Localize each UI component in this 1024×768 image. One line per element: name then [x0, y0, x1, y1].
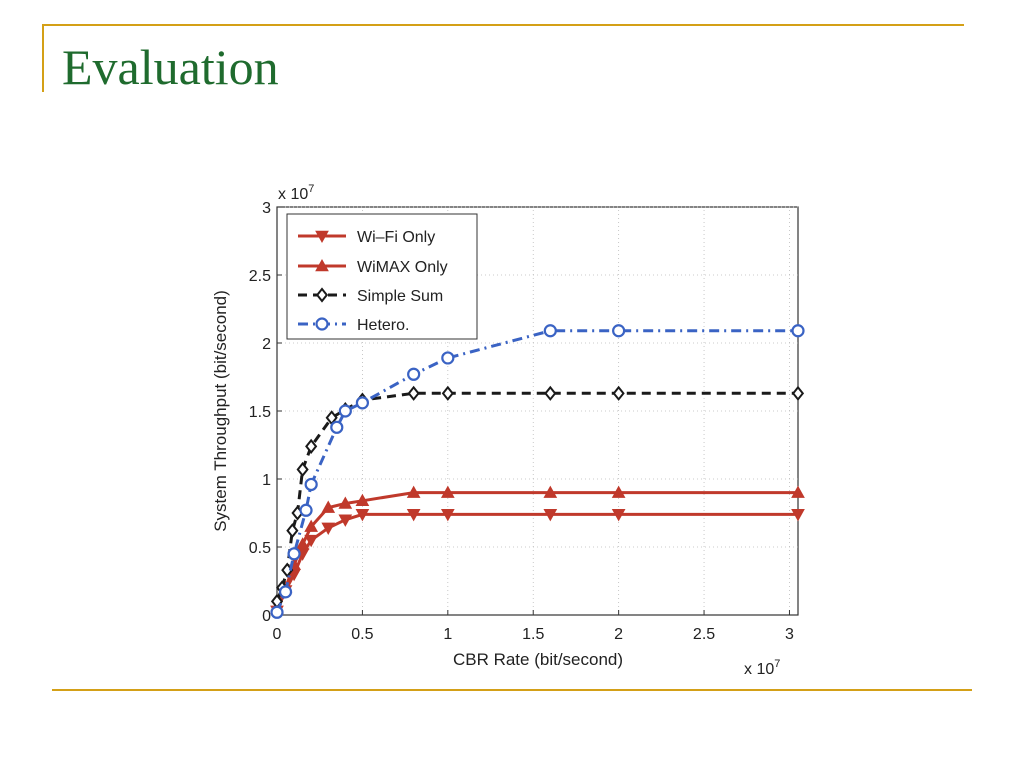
legend-label-wifi: Wi–Fi Only: [357, 229, 435, 246]
x-tick-label: 0.5: [351, 626, 373, 643]
x-tick-label: 1.5: [522, 626, 544, 643]
chart-ticks: 0 0.5 1 1.5 2 2.5 3 0 0.5 1 1.5 2 2.5 3: [249, 200, 794, 643]
data-point-wifi-only: [791, 509, 805, 522]
data-point-hetero: [338, 404, 352, 418]
data-point-simple-sum: [441, 385, 454, 401]
x-tick-label: 0: [273, 626, 282, 643]
y-tick-label: 2.5: [249, 268, 271, 285]
data-point-wimax-only: [338, 496, 353, 509]
data-point-hetero: [441, 351, 455, 365]
data-point-wimax-only: [355, 493, 370, 507]
data-point-hetero: [355, 396, 370, 410]
slide-accent-vertical-bar: [42, 24, 44, 92]
data-point-wimax-only: [295, 537, 310, 550]
legend-marker-hetero: [315, 317, 329, 331]
data-point-wifi-only: [355, 509, 370, 522]
x-tick-label: 1: [443, 626, 452, 643]
data-point-wimax-only: [791, 485, 805, 498]
chart-grid: [277, 206, 798, 615]
legend-swatches: [298, 230, 346, 331]
x-tick-label: 2: [614, 626, 623, 643]
data-point-simple-sum: [286, 523, 299, 539]
legend-label-simple-sum: Simple Sum: [357, 288, 443, 305]
data-point-wimax-only: [440, 485, 455, 498]
data-point-wifi-only: [440, 509, 455, 522]
data-point-wifi-only: [406, 509, 421, 522]
data-point-hetero: [791, 324, 805, 338]
data-point-wimax-only: [321, 500, 336, 513]
legend-marker-wimax-only: [315, 258, 329, 272]
x-axis-label: CBR Rate (bit/second): [453, 650, 623, 669]
legend-label-wimax: WiMAX Only: [357, 259, 448, 276]
data-point-hetero: [299, 503, 313, 517]
data-point-wimax-only: [406, 485, 421, 498]
data-point-hetero: [270, 605, 284, 619]
data-point-wifi-only: [543, 509, 558, 522]
data-point-wifi-only: [611, 509, 626, 522]
y-tick-label: 3: [262, 200, 271, 217]
y-tick-label: 0.5: [249, 540, 271, 557]
data-point-hetero: [304, 477, 318, 492]
data-point-wimax-only: [611, 485, 626, 498]
y-tick-label: 2: [262, 336, 271, 353]
legend-label-hetero: Hetero.: [357, 317, 409, 334]
chart-legend: Wi–Fi Only WiMAX Only Simple Sum Hetero.: [286, 213, 478, 340]
y-tick-label: 1.5: [249, 404, 271, 421]
data-point-simple-sum: [296, 461, 309, 478]
slide-title: Evaluation: [62, 39, 279, 95]
data-point-hetero: [278, 585, 293, 599]
y-axis-multiplier: x 107: [278, 183, 314, 203]
data-point-wifi-only: [338, 514, 353, 527]
slide-accent-top-rule: [42, 24, 964, 26]
y-tick-label: 0: [262, 608, 271, 625]
data-point-wifi-only: [321, 522, 336, 535]
series-hetero: [270, 324, 805, 619]
data-point-wimax-only: [543, 485, 558, 498]
data-point-hetero: [543, 324, 557, 338]
x-axis-multiplier: x 107: [744, 658, 780, 678]
data-point-hetero: [612, 324, 626, 338]
data-point-simple-sum: [612, 385, 625, 401]
data-point-wimax-only: [304, 519, 319, 532]
data-point-hetero: [330, 420, 344, 434]
y-axis-label: System Throughput (bit/second): [211, 290, 230, 532]
data-point-hetero: [407, 367, 421, 381]
data-point-hetero: [287, 547, 301, 561]
data-point-simple-sum: [305, 438, 318, 454]
y-tick-label: 1: [262, 472, 271, 489]
legend-marker-simple-sum: [315, 287, 329, 303]
data-point-simple-sum: [407, 385, 420, 401]
chart-series-group: [270, 324, 805, 619]
legend-marker-wifi-only: [315, 230, 329, 244]
data-point-simple-sum: [791, 385, 805, 401]
data-point-simple-sum: [544, 385, 557, 401]
data-point-wifi-only: [304, 534, 319, 548]
x-tick-label: 2.5: [693, 626, 715, 643]
slide-accent-bottom-rule: [52, 689, 972, 691]
x-tick-label: 3: [785, 626, 794, 643]
